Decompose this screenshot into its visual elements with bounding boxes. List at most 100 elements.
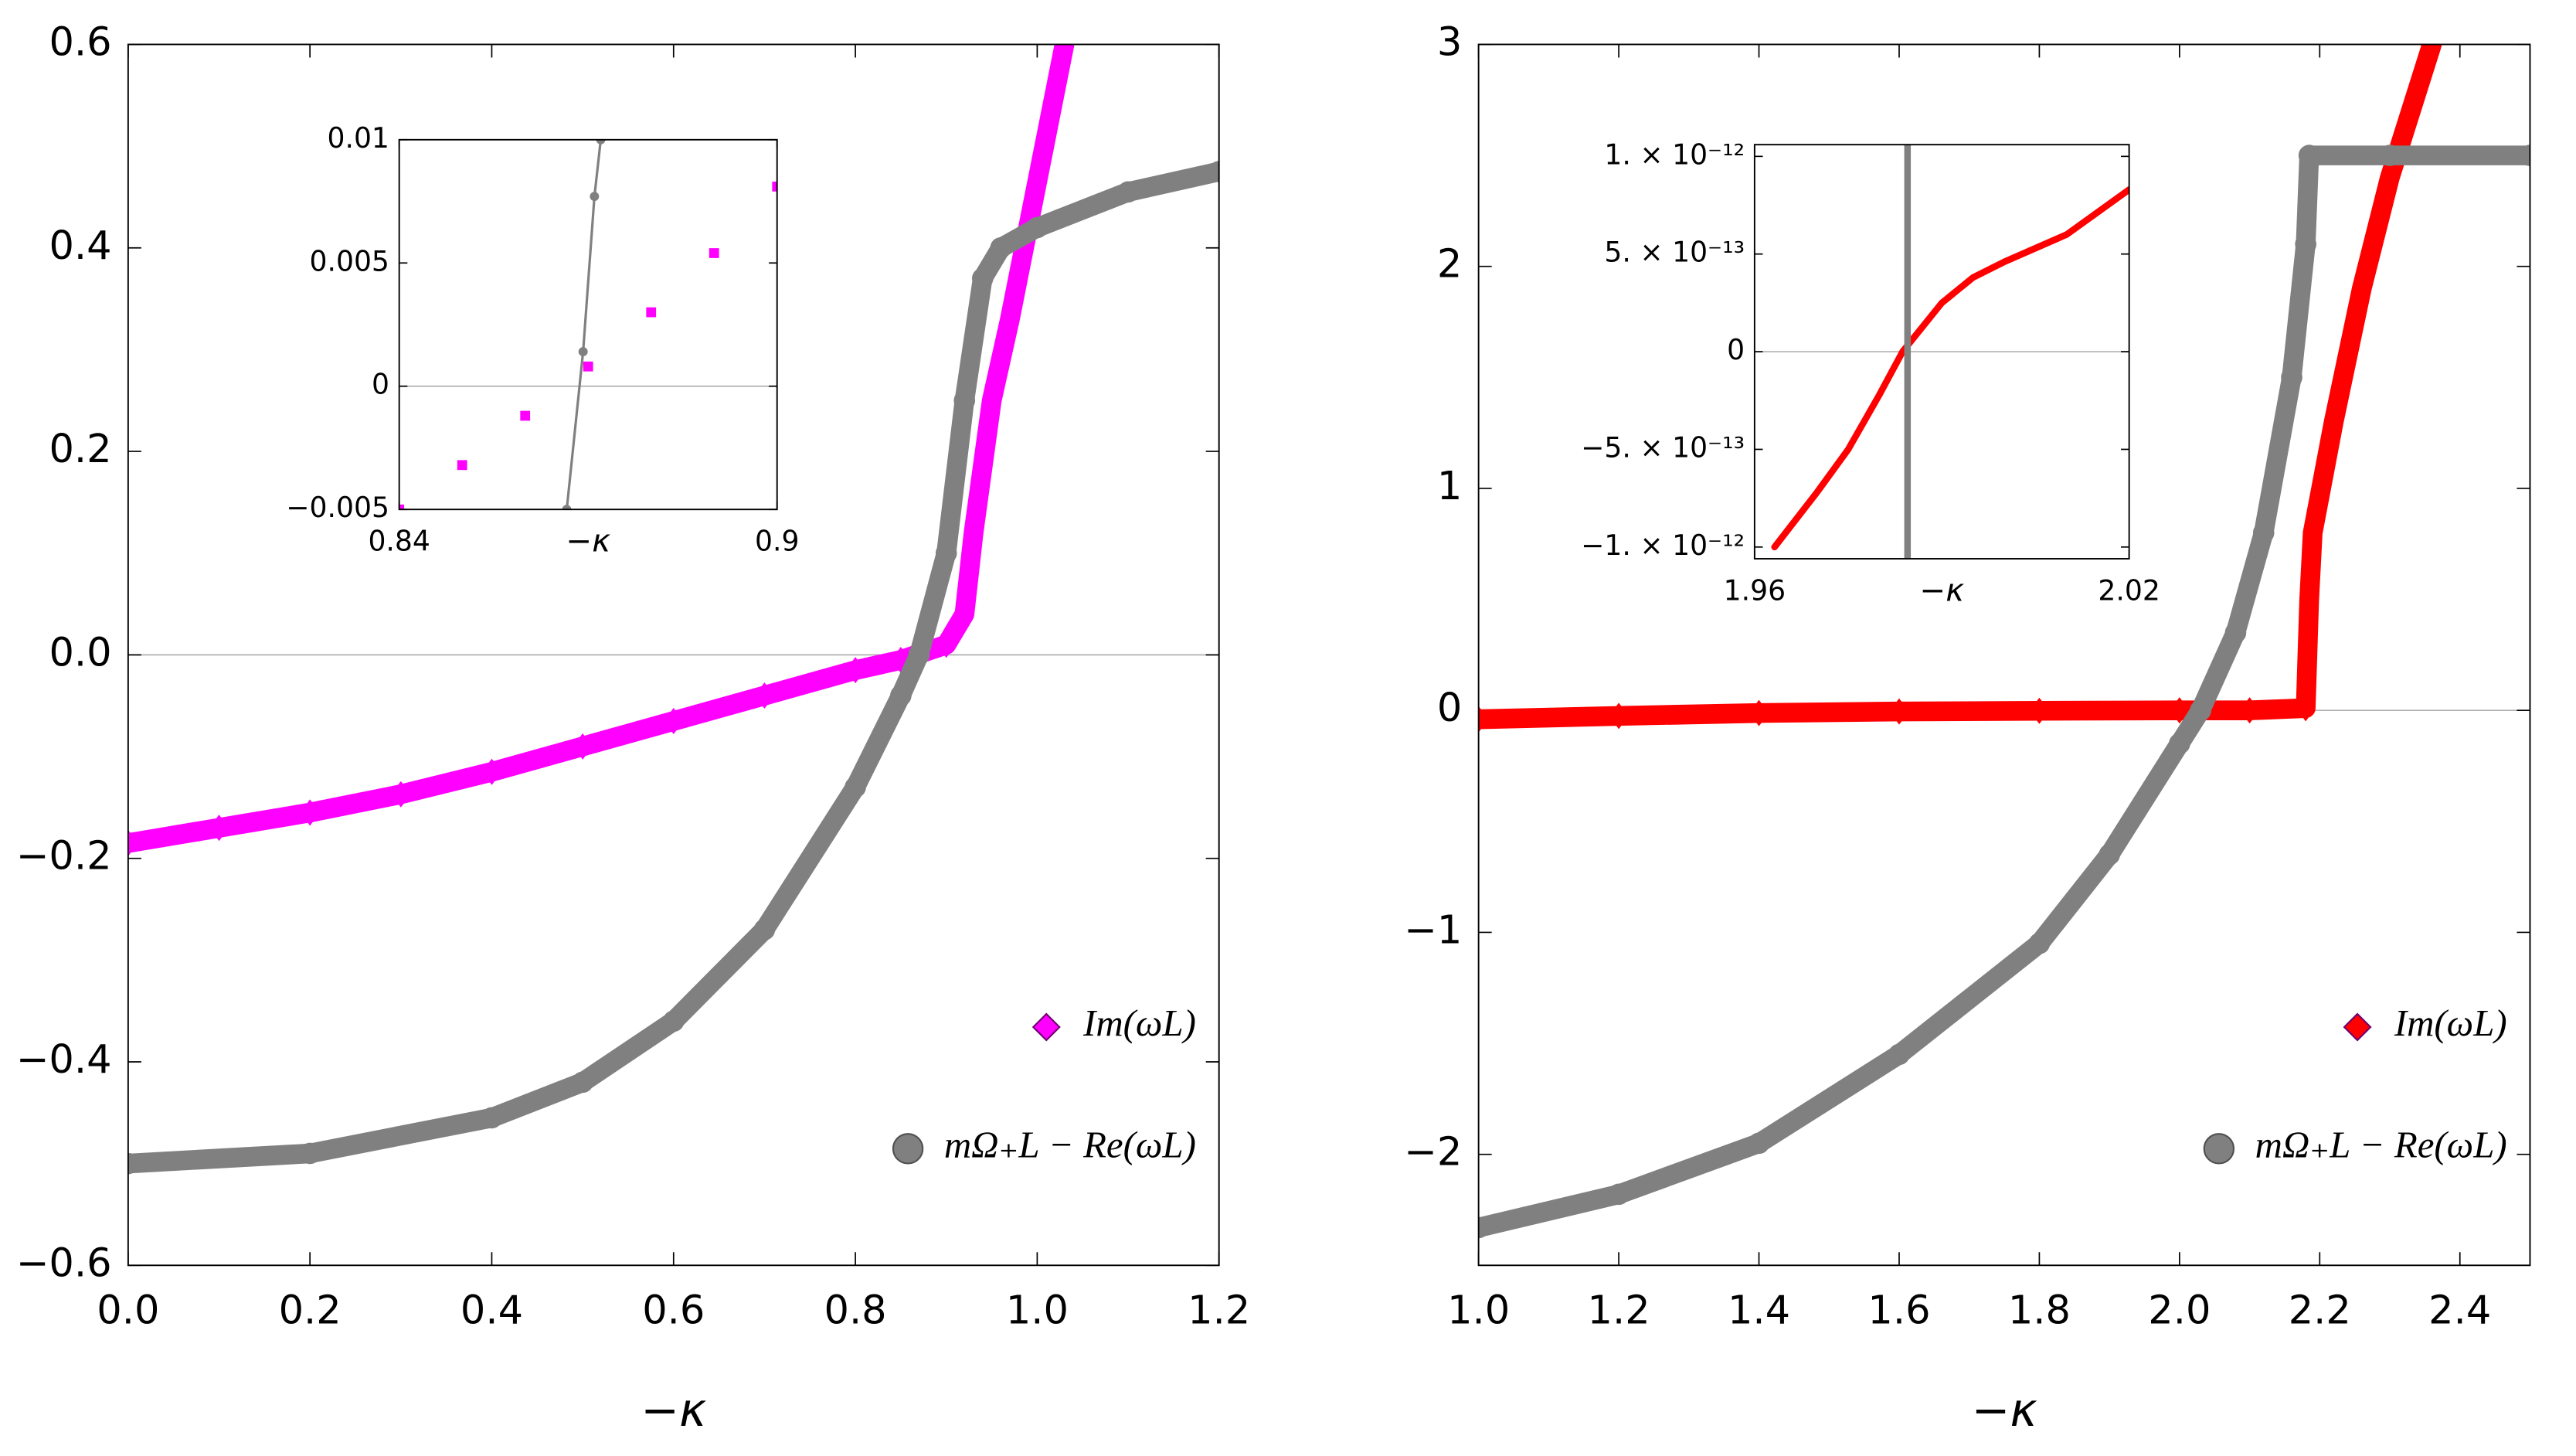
y-tick-label: 0.005 bbox=[310, 244, 389, 277]
legend-marker bbox=[2203, 1133, 2235, 1165]
data-point bbox=[596, 139, 606, 145]
legend-marker bbox=[1031, 1012, 1061, 1042]
y-tick-label: 1 bbox=[1437, 464, 1462, 509]
y-tick-label: 0.2 bbox=[49, 427, 111, 472]
series-line bbox=[565, 139, 603, 510]
data-point bbox=[1609, 702, 1629, 730]
frame bbox=[1477, 43, 2531, 1267]
data-point bbox=[1478, 1216, 1490, 1239]
data-point bbox=[1748, 1132, 1770, 1155]
data-point bbox=[1036, 122, 1056, 149]
legend-label: Im(ωL) bbox=[1082, 1002, 1196, 1044]
inset: 1.96 2.02 −1. × 10⁻¹² −5. × 10⁻¹³ 0 5. × 10⁻¹… bbox=[1581, 138, 2160, 608]
series-line bbox=[127, 162, 1219, 1174]
x-tick-label: 1.6 bbox=[1867, 1288, 1930, 1334]
data-point bbox=[2190, 699, 2211, 722]
data-point bbox=[1054, 44, 1075, 58]
y-tick-label: 0.01 bbox=[327, 121, 389, 155]
legend-label: mΩ₊L − Re(ωL) bbox=[944, 1124, 1196, 1166]
data-point bbox=[127, 1152, 139, 1175]
legend-label: mΩ₊L − Re(ωL) bbox=[2255, 1124, 2507, 1166]
data-point bbox=[2295, 233, 2316, 255]
data-point bbox=[1748, 699, 1769, 726]
x-tick-label: 0.84 bbox=[368, 525, 430, 558]
data-point bbox=[664, 707, 684, 734]
legend-marker bbox=[892, 1133, 924, 1165]
data-point bbox=[2379, 145, 2401, 166]
data-point bbox=[2099, 844, 2120, 866]
data-point bbox=[2170, 697, 2190, 724]
data-point bbox=[936, 631, 957, 658]
series-line bbox=[1771, 186, 2129, 551]
data-point bbox=[127, 829, 138, 856]
y-tick-label: 0.0 bbox=[49, 630, 111, 675]
legend-marker bbox=[2343, 1012, 2372, 1042]
x-axis-label: −κ bbox=[1972, 1384, 2037, 1437]
data-point bbox=[2239, 697, 2260, 724]
data-point bbox=[590, 192, 600, 202]
data-point bbox=[908, 644, 930, 666]
data-point bbox=[2224, 621, 2247, 644]
x-tick-label: 2.0 bbox=[2148, 1288, 2211, 1334]
x-axis-label: −κ bbox=[641, 1384, 706, 1437]
data-point bbox=[2298, 145, 2320, 166]
y-tick-label: −1 bbox=[1404, 907, 1462, 953]
data-point bbox=[481, 1107, 503, 1129]
x-tick-label: 1.4 bbox=[1728, 1288, 1790, 1334]
plot-area bbox=[1771, 145, 2129, 559]
data-point bbox=[954, 600, 975, 628]
data-point bbox=[209, 815, 229, 842]
data-point bbox=[935, 542, 957, 564]
x-tick-label: 2.2 bbox=[2289, 1288, 2351, 1334]
x-tick-label: 0.6 bbox=[642, 1288, 705, 1334]
series-line bbox=[127, 44, 1075, 853]
data-point bbox=[2169, 733, 2190, 755]
data-point bbox=[1608, 1183, 1630, 1206]
x-tick-label: 1.0 bbox=[1447, 1288, 1510, 1334]
data-point bbox=[300, 799, 320, 826]
data-point bbox=[753, 919, 776, 941]
y-tick-label: −0.6 bbox=[16, 1240, 112, 1286]
data-point bbox=[981, 387, 1002, 414]
x-tick-label: 2.02 bbox=[2098, 573, 2160, 607]
x-tick-label: 1.8 bbox=[2008, 1288, 2071, 1334]
data-point bbox=[562, 505, 572, 510]
data-point bbox=[2028, 932, 2051, 954]
data-point bbox=[709, 248, 719, 258]
legend-label: Im(ωL) bbox=[2394, 1002, 2507, 1044]
frame bbox=[1753, 144, 2130, 560]
data-point bbox=[772, 182, 777, 192]
data-point bbox=[971, 267, 994, 290]
y-tick-label: −0.005 bbox=[286, 491, 389, 524]
data-point bbox=[1208, 161, 1219, 182]
data-point bbox=[572, 1071, 593, 1094]
x-tick-label: 1.96 bbox=[1724, 573, 1786, 607]
series-line bbox=[1478, 44, 2442, 730]
x-tick-label: 2.4 bbox=[2428, 1288, 2491, 1334]
x-axis-label: −κ bbox=[566, 523, 610, 560]
y-tick-label: −2 bbox=[1404, 1130, 1462, 1175]
inset: 0.84 0.9 −0.005 0 0.005 0.01 −κ bbox=[286, 121, 799, 560]
data-point bbox=[2252, 522, 2275, 544]
data-point bbox=[1888, 1043, 1910, 1066]
frame bbox=[127, 43, 1220, 1267]
data-point bbox=[2029, 697, 2050, 724]
x-axis-label: −κ bbox=[1919, 572, 1964, 608]
data-point bbox=[391, 781, 411, 808]
data-point bbox=[845, 776, 866, 798]
y-tick-label: 0 bbox=[372, 368, 389, 401]
x-tick-label: 0.2 bbox=[279, 1288, 342, 1334]
data-point bbox=[1478, 706, 1489, 733]
y-tick-label: 0 bbox=[1727, 333, 1745, 366]
data-point bbox=[2421, 44, 2442, 58]
x-tick-label: 1.2 bbox=[1588, 1288, 1650, 1334]
data-point bbox=[583, 361, 593, 372]
data-point bbox=[662, 1010, 685, 1032]
y-tick-label: −1. × 10⁻¹² bbox=[1581, 529, 1745, 562]
y-tick-label: 0 bbox=[1437, 685, 1462, 731]
data-point bbox=[2351, 275, 2372, 302]
data-point bbox=[646, 307, 657, 318]
data-point bbox=[1026, 216, 1048, 239]
data-point bbox=[399, 504, 405, 510]
